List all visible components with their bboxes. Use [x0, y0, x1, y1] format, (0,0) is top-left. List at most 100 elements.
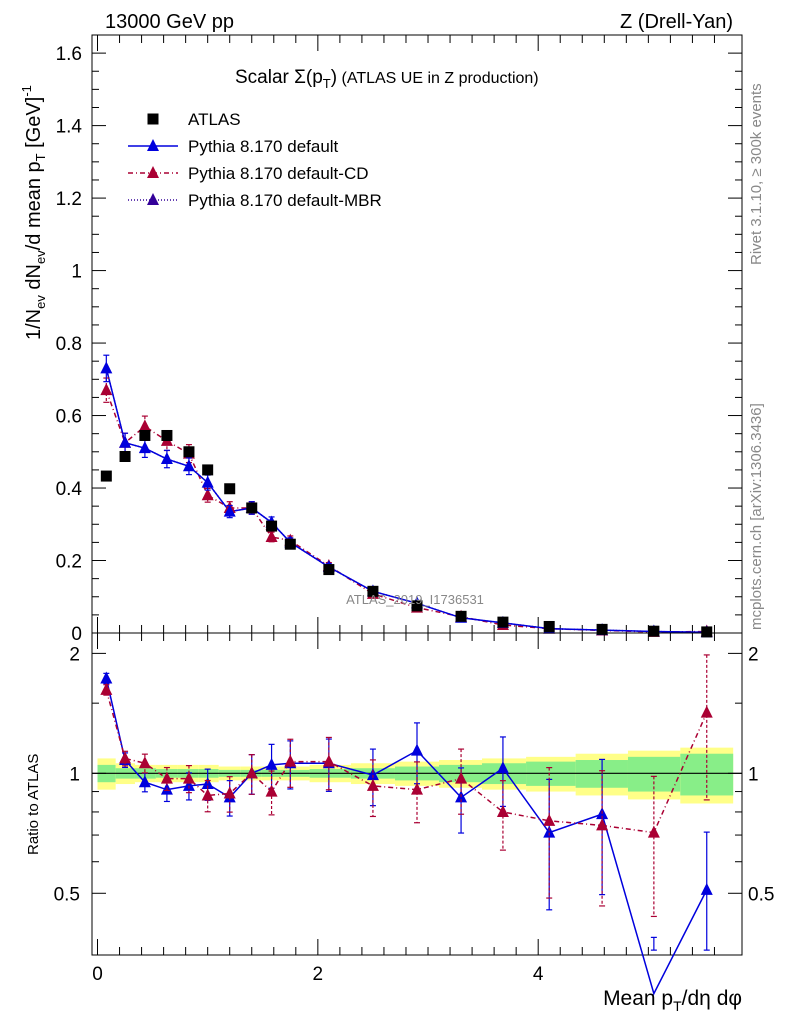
legend-marker-atlas: [147, 113, 159, 125]
series-point-1: [160, 452, 173, 465]
atlas-data-point: [183, 446, 195, 458]
legend-marker: [147, 193, 159, 205]
mcplots-label: mcplots.cern.ch [arXiv:1306.3436]: [748, 403, 765, 630]
series-point-2: [265, 529, 278, 542]
ratio-y-tick-label: 1: [69, 764, 80, 785]
ratio-y-tick-label-right: 2: [748, 644, 759, 665]
y-tick-label: 0.2: [56, 552, 82, 573]
atlas-data-point: [224, 483, 236, 495]
atlas-data-point: [246, 502, 258, 514]
atlas-data-point: [119, 450, 131, 462]
main-y-axis-label: 1/Nev dNev/d mean pT [GeV]-1: [19, 85, 48, 340]
ratio-point-1: [322, 754, 335, 767]
y-tick-label: 0: [71, 624, 82, 645]
atlas-data-point: [202, 464, 214, 476]
ratio-line-0: [105, 678, 708, 996]
series-point-1: [223, 504, 236, 517]
x-axis-label: Mean pT/dη dφ: [603, 987, 742, 1014]
ratio-point-1: [284, 754, 297, 767]
ratio-point-1: [543, 813, 556, 826]
ratio-y-tick-label-right: 0.5: [748, 884, 774, 905]
atlas-data-point: [543, 620, 555, 632]
ratio-point-0: [182, 778, 195, 791]
ratio-point-1: [119, 751, 132, 764]
ratio-point-1: [100, 682, 113, 695]
ratio-point-1: [496, 804, 509, 817]
atlas-data-point: [701, 626, 713, 638]
ratio-y-axis-label: Ratio to ATLAS: [25, 754, 42, 855]
chart-title: Scalar Σ(pT) (ATLAS UE in Z production): [235, 67, 539, 91]
process-label: Z (Drell-Yan): [620, 11, 733, 33]
ratio-y-tick-label: 0.5: [54, 884, 80, 905]
y-tick-label: 1.6: [56, 44, 82, 65]
ratio-point-0: [265, 757, 278, 770]
atlas-data-point: [497, 616, 509, 628]
legend-marker: [147, 139, 159, 151]
rivet-label: Rivet 3.1.10, ≥ 300k events: [748, 83, 765, 265]
series-point-2: [100, 383, 113, 396]
ratio-point-1: [596, 818, 609, 831]
series-point-1: [182, 459, 195, 472]
atlas-data-point: [100, 470, 112, 482]
ratio-point-1: [455, 771, 468, 784]
atlas-data-point: [161, 429, 173, 441]
series-point-1: [201, 475, 214, 488]
legend: ATLAS Pythia 8.170 default Pythia 8.170 de…: [128, 110, 382, 210]
ratio-y-tick-label: 2: [69, 644, 80, 665]
legend-label: Pythia 8.170 default: [188, 137, 339, 156]
ratio-point-1: [160, 771, 173, 784]
ratio-point-1: [265, 784, 278, 797]
energy-label: 13000 GeV pp: [105, 11, 234, 33]
legend-label: Pythia 8.170 default-CD: [188, 164, 369, 183]
atlas-data-point: [411, 600, 423, 612]
ratio-point-1: [138, 756, 151, 769]
analysis-watermark: ATLAS_2019_I1736531: [346, 592, 484, 607]
series-point-1: [138, 441, 151, 454]
y-tick-label: 0.4: [56, 479, 83, 500]
ratio-point-1: [700, 705, 713, 718]
ratio-point-0: [366, 768, 379, 781]
series-point-2: [201, 488, 214, 501]
atlas-data-point: [455, 610, 467, 622]
series-point-1: [100, 361, 113, 374]
ratio-point-0: [100, 671, 113, 684]
ratio-point-0: [411, 743, 423, 756]
atlas-data-point: [323, 564, 335, 576]
legend-label: Pythia 8.170 default-MBR: [188, 191, 382, 210]
y-tick-label: 1.4: [56, 117, 83, 138]
ratio-point-1: [411, 782, 423, 795]
y-tick-label: 1: [71, 262, 82, 283]
y-tick-label: 0.6: [56, 407, 82, 428]
atlas-data-point: [284, 538, 296, 550]
x-tick-label: 2: [313, 964, 324, 985]
ratio-plot-area: 0 2 4 0.5 0.5 1 1 2 2: [54, 632, 774, 996]
green-band-bin: [627, 756, 681, 792]
ratio-point-1: [245, 766, 258, 779]
ratio-point-1: [366, 778, 379, 791]
atlas-data-point: [367, 585, 379, 597]
series-point-2: [138, 419, 151, 432]
main-plot-area: 0 0.2 0.4 0.6 0.8 1 1.2 1.4 1.6: [56, 34, 743, 645]
atlas-data-point: [648, 625, 660, 637]
ratio-point-0: [543, 825, 556, 838]
y-tick-label: 0.8: [56, 334, 82, 355]
ratio-point-1: [647, 825, 660, 838]
ratio-point-0: [138, 775, 151, 788]
ratio-point-1: [182, 771, 195, 784]
x-tick-label: 0: [92, 964, 103, 985]
legend-label: ATLAS: [188, 110, 241, 129]
ratio-point-0: [496, 761, 509, 774]
atlas-data-point: [266, 520, 278, 532]
x-tick-label: 4: [533, 964, 544, 985]
series-point-1: [119, 435, 132, 448]
ratio-point-1: [201, 788, 214, 801]
legend-marker: [147, 166, 159, 178]
ratio-point-1: [223, 786, 236, 799]
atlas-data-point: [139, 429, 151, 441]
ratio-y-tick-label-right: 1: [748, 764, 759, 785]
atlas-data-point: [596, 623, 608, 635]
ratio-point-0: [700, 882, 713, 895]
ratio-frame: [91, 632, 743, 956]
y-tick-label: 1.2: [56, 189, 82, 210]
